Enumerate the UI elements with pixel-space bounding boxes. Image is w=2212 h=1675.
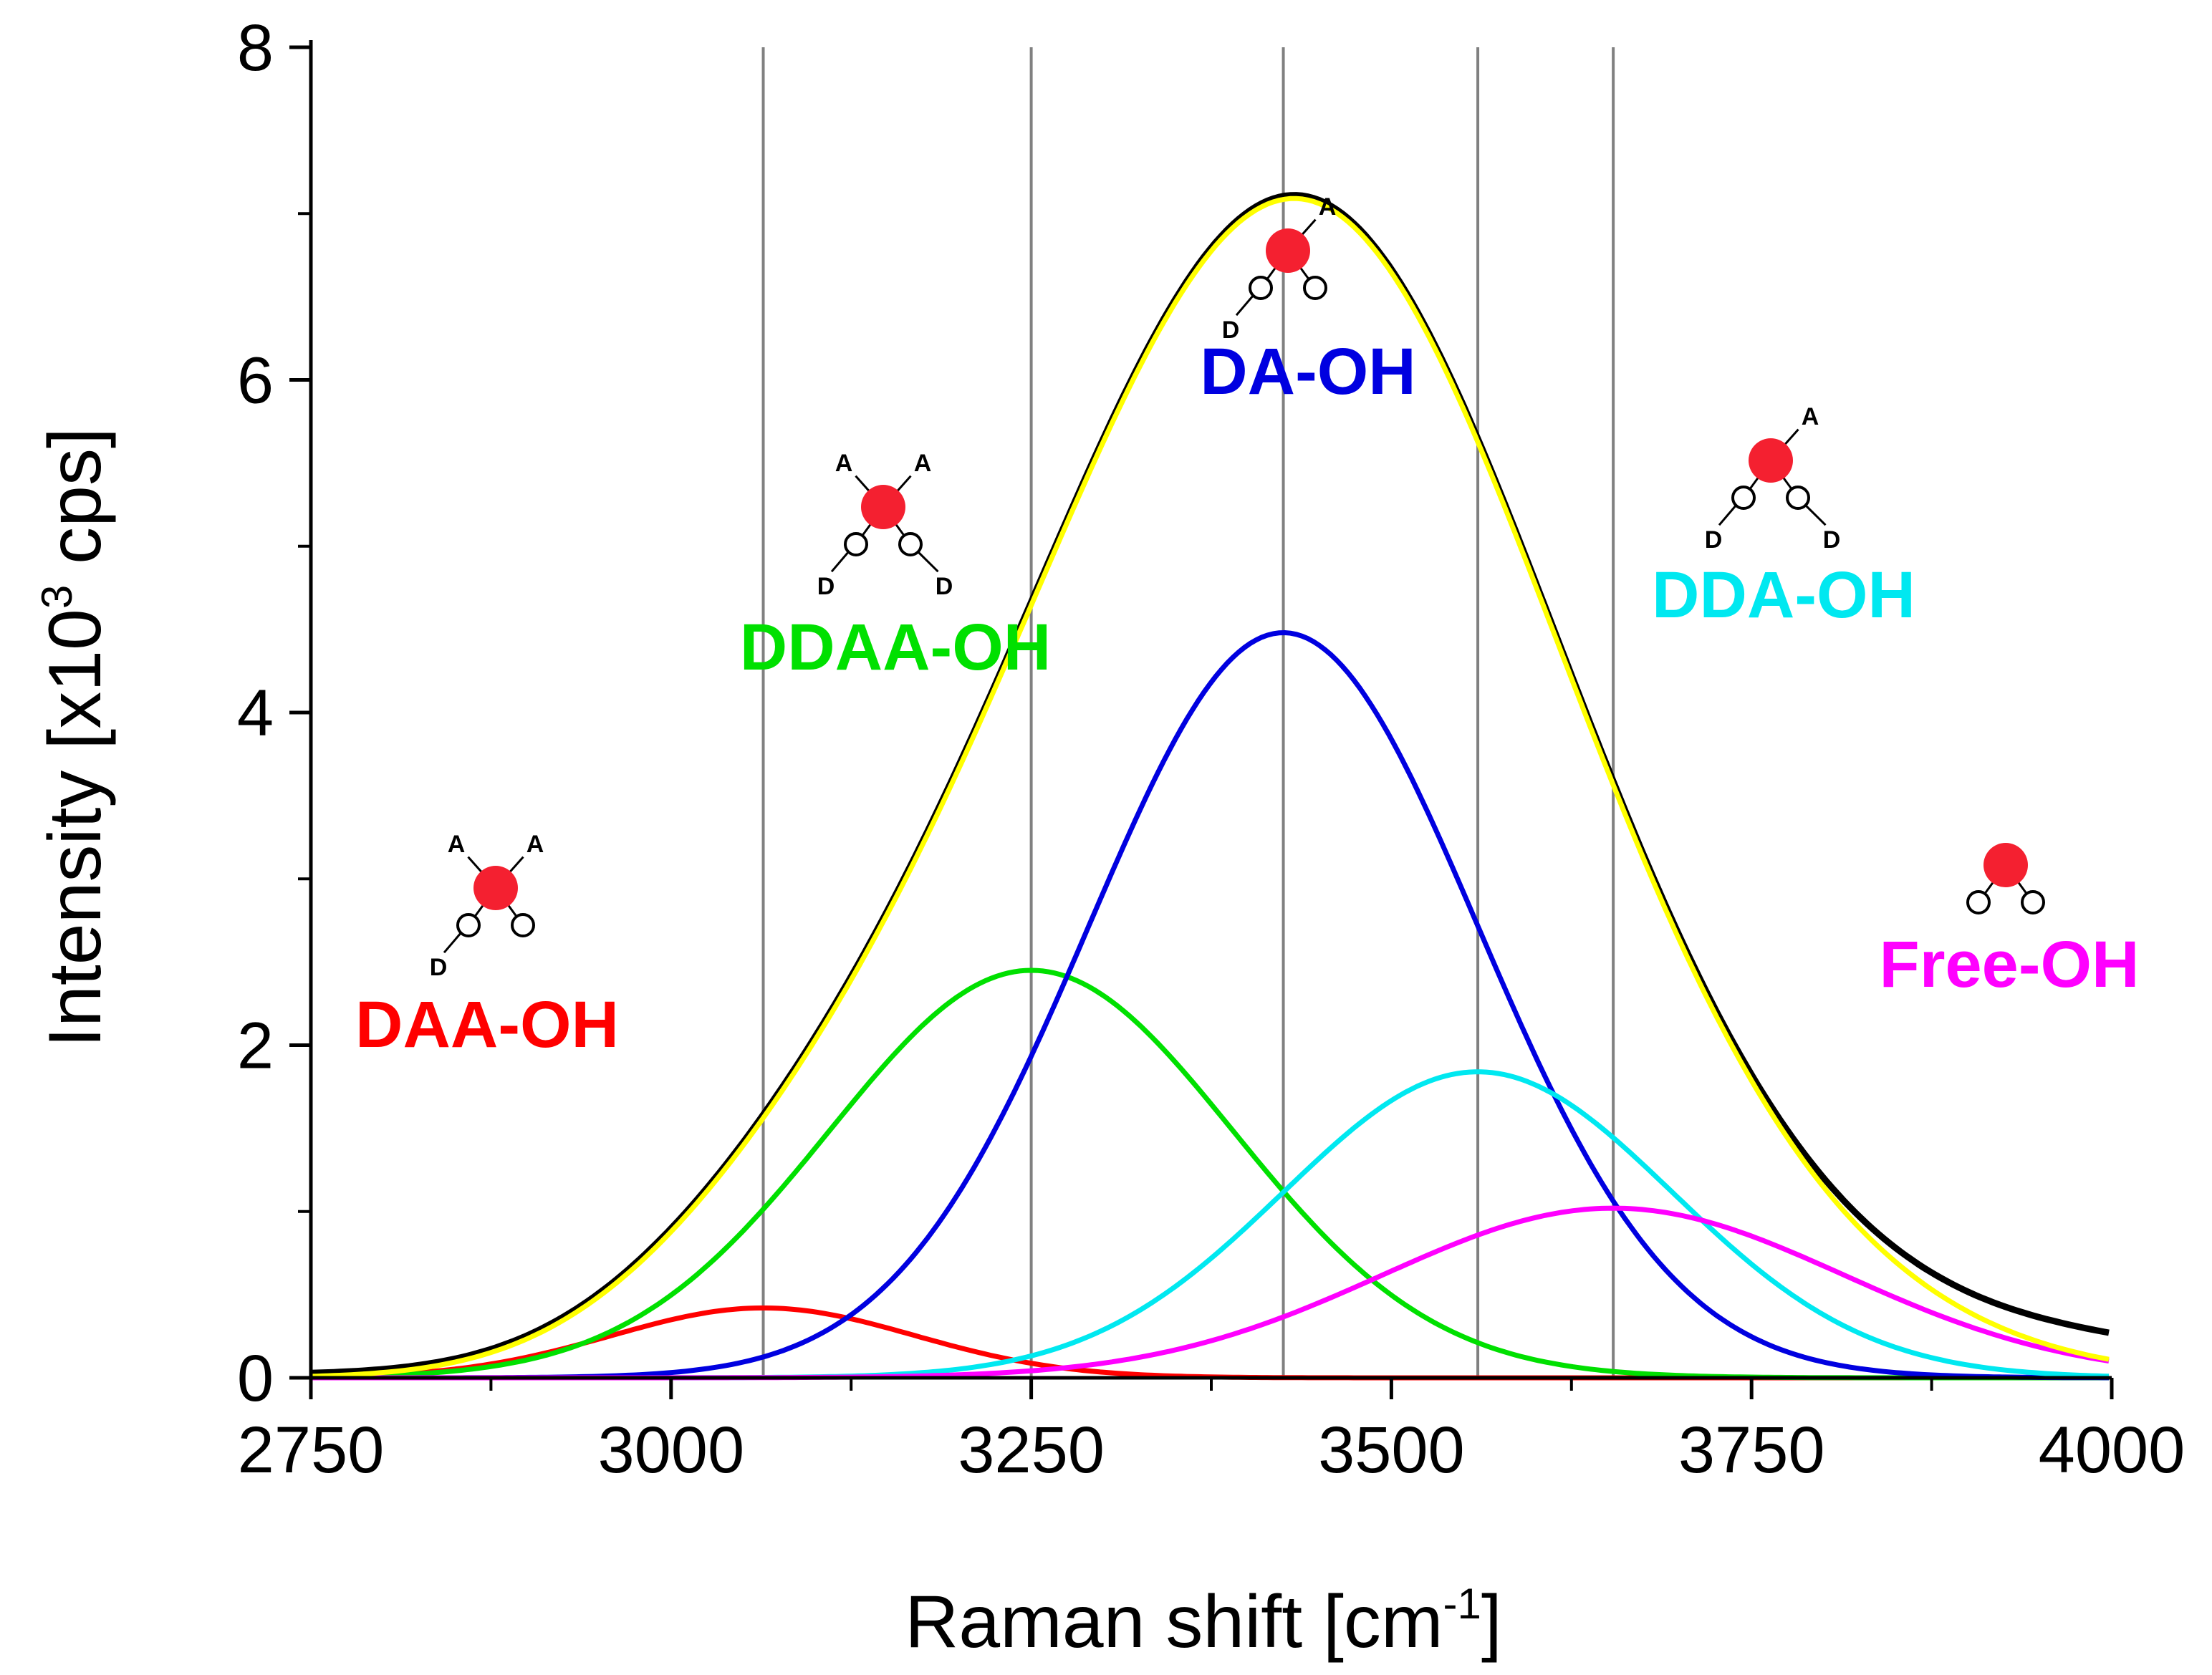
x-tick-label: 2750 [238,1414,385,1487]
y-tick-label: 0 [237,1342,274,1415]
x-tick-label: 3500 [1318,1414,1465,1487]
hbond-donor-line [1718,504,1738,526]
hbond-donor-line [830,551,850,573]
oxygen-atom [473,866,518,910]
donor-letter: D [817,573,835,600]
series-free-oh [311,1205,2110,1381]
hbond-acceptor-line [896,475,912,493]
annotation-ddaa-oh: A A D D DDAA-OH [740,450,1051,684]
donor-letter: D [1823,526,1841,554]
annotation-dda-oh: A D D DDA-OH [1652,403,1915,632]
y-axis-title: Intensity [x103 cps] [33,428,117,1048]
donor-letter: D [1705,526,1723,554]
hydrogen-atom [1249,276,1273,300]
hydrogen-atom [1966,890,1991,914]
annotation-free-oh: Free-OH [1880,843,2140,1001]
hydrogen-atom [1731,486,1756,510]
water-molecule-icon [1966,843,2045,914]
x-axis-title: Raman shift [cm-1] [905,1580,1502,1664]
hbond-donor-line [443,932,463,954]
series-fit [310,196,2110,1379]
oxygen-atom [1749,438,1793,483]
y-tick-label: 6 [237,344,274,417]
acceptor-letter: A [914,450,932,477]
hydrogen-atom [844,532,868,556]
hbond-donor-line [916,550,939,573]
peak-label: DA-OH [1200,335,1416,408]
hbond-donor-line [1804,503,1827,526]
x-tick-label: 3000 [597,1414,744,1487]
peak-label: DDAA-OH [740,611,1051,684]
y-tick-label: 4 [237,677,274,750]
x-tick-label: 4000 [2039,1414,2185,1487]
hydrogen-atom [456,913,481,937]
donor-letter: D [1222,317,1240,344]
acceptor-letter: A [1319,193,1337,221]
oxygen-atom [861,485,905,529]
series-dda-oh [311,1069,2110,1381]
hbond-acceptor-line [1301,218,1317,236]
ticks: 2750 3000 3250 3500 3750 4000 0 2 4 6 8 [237,11,2185,1487]
hbond-acceptor-line [855,475,870,493]
hydrogen-atom [511,913,535,937]
donor-letter: D [430,954,448,981]
hydrogen-atom [2021,890,2045,914]
acceptor-letter: A [835,450,853,477]
hbond-acceptor-line [1784,428,1799,446]
x-tick-label: 3750 [1678,1414,1825,1487]
water-molecule-icon: A A D D [817,450,953,600]
hydrogen-atom [1786,486,1810,510]
peak-label: Free-OH [1880,928,2140,1001]
oxygen-atom [1983,843,2028,887]
water-molecule-icon: AD [1222,193,1337,344]
y-tick-label: 2 [237,1010,274,1083]
peak-label: DAA-OH [355,988,619,1061]
annotation-daa-oh: A A D DAA-OH [355,831,619,1061]
acceptor-letter: A [526,831,544,858]
hbond-acceptor-line [467,856,483,874]
hbond-donor-line [1235,294,1255,317]
y-tick-label: 8 [237,11,274,85]
water-molecule-icon: A D D [1705,403,1841,554]
acceptor-letter: A [1802,403,1819,430]
x-tick-label: 3250 [958,1414,1105,1487]
donor-letter: D [936,573,953,600]
axes [309,40,2112,1380]
oxygen-atom [1266,228,1310,273]
hbond-acceptor-line [509,856,524,874]
water-molecule-icon: A A D [430,831,544,981]
hydrogen-atom [898,532,923,556]
hydrogen-atom [1303,276,1327,300]
peak-label: DDA-OH [1652,559,1915,632]
acceptor-letter: A [448,831,466,858]
